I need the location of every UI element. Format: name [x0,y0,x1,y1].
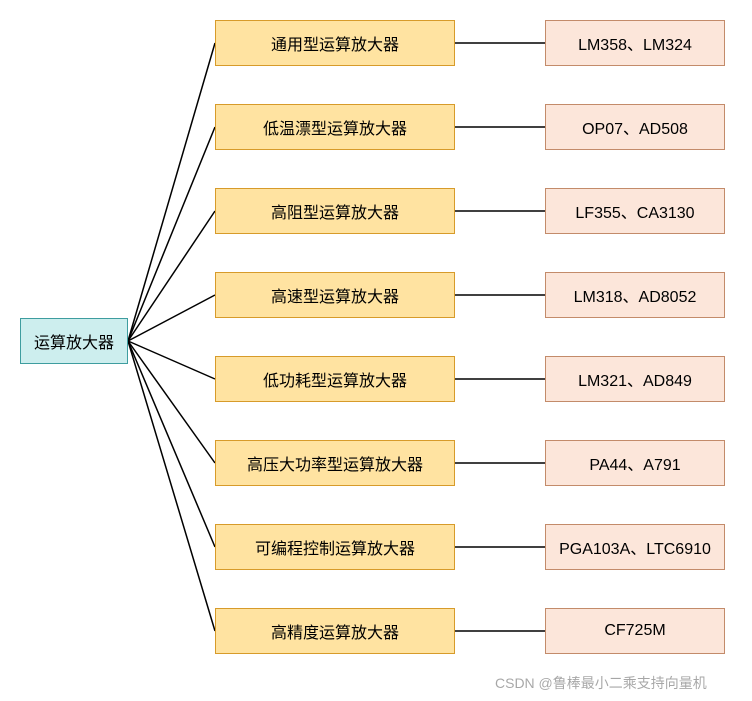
root-node: 运算放大器 [20,318,128,364]
example-node: LM321、AD849 [545,356,725,402]
example-label: CF725M [604,622,665,640]
category-node: 低功耗型运算放大器 [215,356,455,402]
example-label: LM318、AD8052 [574,283,697,307]
category-label: 高速型运算放大器 [271,283,399,307]
category-label: 通用型运算放大器 [271,31,399,55]
example-node: LM318、AD8052 [545,272,725,318]
example-label: LM358、LM324 [578,31,692,55]
example-label: LF355、CA3130 [575,199,694,223]
category-node: 高精度运算放大器 [215,608,455,654]
category-label: 高阻型运算放大器 [271,199,399,223]
category-label: 低温漂型运算放大器 [263,115,407,139]
example-node: CF725M [545,608,725,654]
watermark-text: CSDN @鲁棒最小二乘支持向量机 [495,673,707,693]
example-label: PGA103A、LTC6910 [559,535,711,559]
category-node: 高速型运算放大器 [215,272,455,318]
category-label: 可编程控制运算放大器 [255,535,415,559]
category-label: 高压大功率型运算放大器 [247,451,423,475]
category-node: 通用型运算放大器 [215,20,455,66]
category-node: 高压大功率型运算放大器 [215,440,455,486]
category-node: 低温漂型运算放大器 [215,104,455,150]
example-node: OP07、AD508 [545,104,725,150]
example-node: LF355、CA3130 [545,188,725,234]
example-node: LM358、LM324 [545,20,725,66]
example-label: PA44、A791 [589,451,680,475]
category-label: 高精度运算放大器 [271,619,399,643]
example-label: OP07、AD508 [582,115,688,139]
category-node: 可编程控制运算放大器 [215,524,455,570]
diagram-canvas: 运算放大器 通用型运算放大器 LM358、LM324 低温漂型运算放大器 OP0… [0,0,752,701]
category-label: 低功耗型运算放大器 [263,367,407,391]
root-label: 运算放大器 [34,329,114,353]
example-node: PGA103A、LTC6910 [545,524,725,570]
example-node: PA44、A791 [545,440,725,486]
category-node: 高阻型运算放大器 [215,188,455,234]
example-label: LM321、AD849 [578,367,692,391]
